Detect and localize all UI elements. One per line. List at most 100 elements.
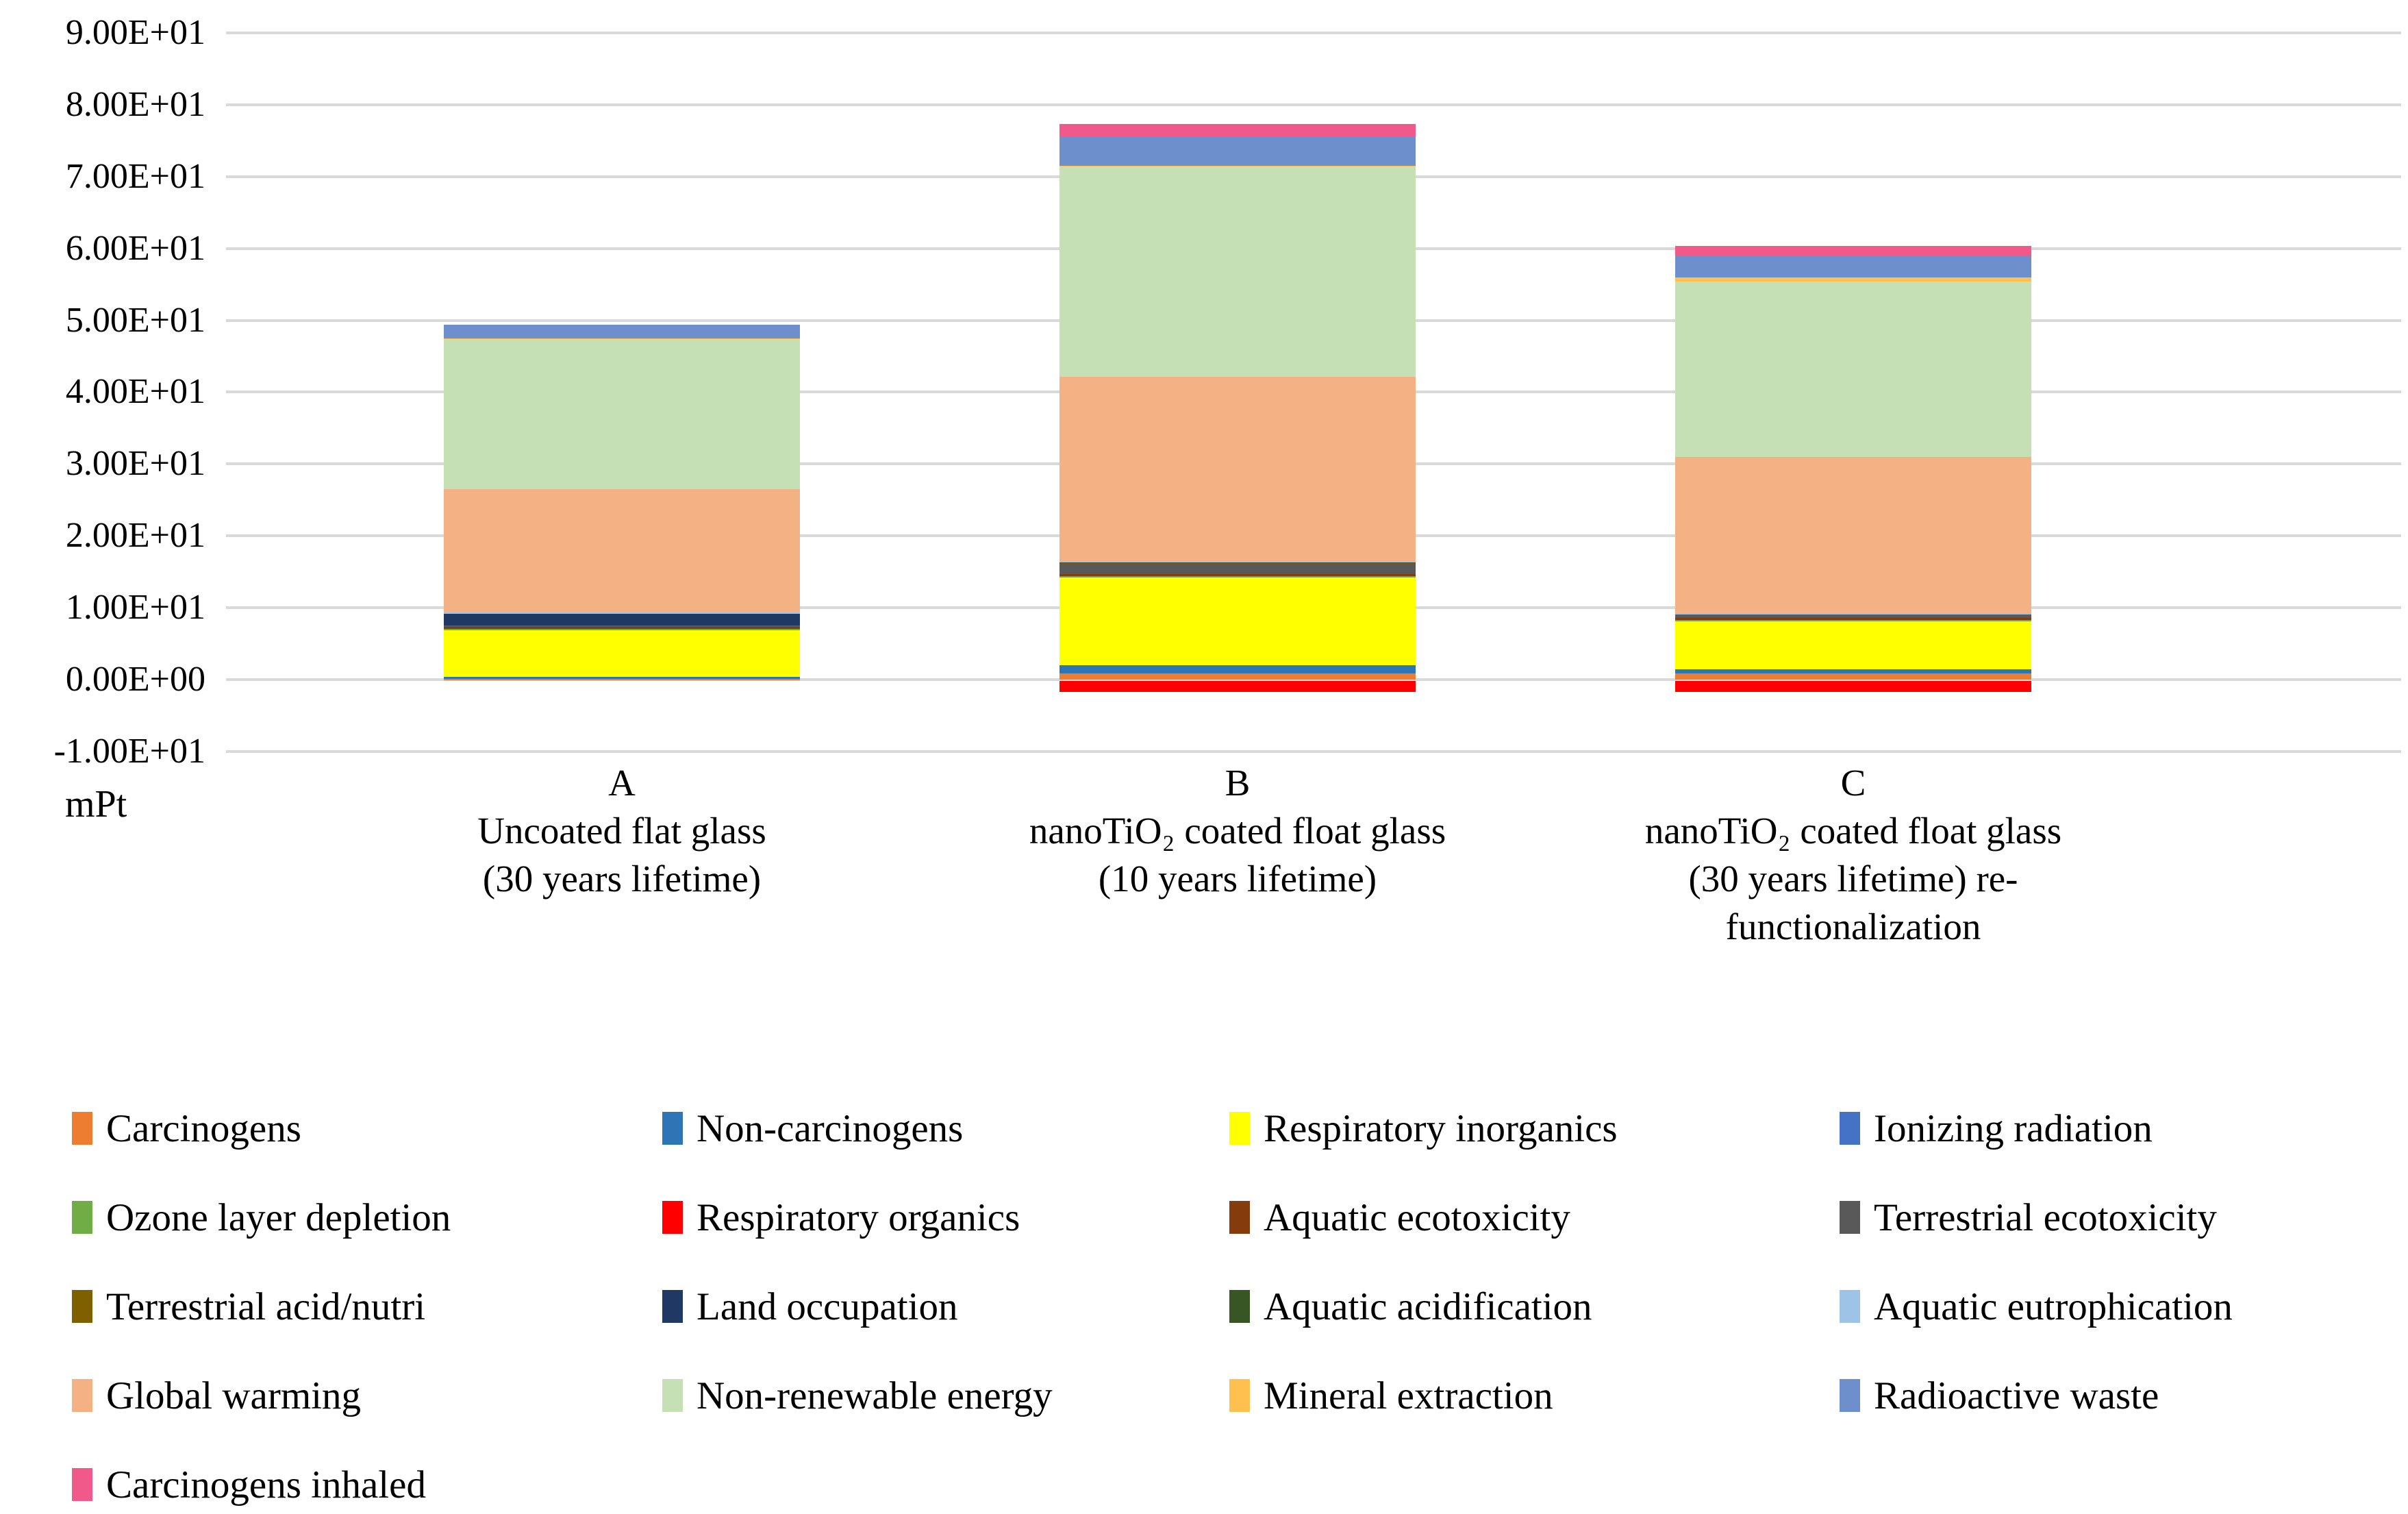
category-label-line: functionalization bbox=[1725, 906, 1981, 947]
category-letter: B bbox=[1225, 762, 1251, 804]
legend-label: Non-carcinogens bbox=[697, 1106, 964, 1150]
y-axis-tick-label: -1.00E+01 bbox=[53, 731, 205, 771]
legend-swatch-icon bbox=[662, 1290, 683, 1323]
legend-swatch-icon bbox=[72, 1468, 92, 1501]
legend-label: Mineral extraction bbox=[1264, 1374, 1553, 1417]
bar-segment bbox=[1059, 681, 1416, 692]
bar-segment bbox=[1675, 620, 2031, 621]
category-label-line: nanoTiO₂ coated float glass bbox=[1644, 810, 2062, 852]
legend-swatch-icon bbox=[662, 1379, 683, 1412]
bar-segment bbox=[1675, 613, 2031, 615]
legend-item: Terrestrial ecotoxicity bbox=[1840, 1195, 2400, 1240]
legend-label: Global warming bbox=[106, 1374, 362, 1417]
bar-segment bbox=[444, 679, 800, 680]
bar-segment bbox=[444, 626, 800, 630]
bar-segment bbox=[1059, 562, 1416, 574]
y-axis-tick-label: 4.00E+01 bbox=[65, 372, 205, 412]
legend-swatch-icon bbox=[1229, 1379, 1250, 1412]
legend-label: Respiratory organics bbox=[697, 1195, 1020, 1239]
legend-swatch-icon bbox=[72, 1290, 92, 1323]
bar-segment bbox=[1059, 123, 1416, 136]
legend-item: Carcinogens inhaled bbox=[72, 1463, 662, 1507]
category-label-line: Uncoated flat glass bbox=[477, 810, 766, 852]
category-label-line: (10 years lifetime) bbox=[1098, 858, 1377, 899]
bar-segment bbox=[1059, 166, 1416, 377]
legend-swatch-icon bbox=[1229, 1290, 1250, 1323]
category-letter: A bbox=[608, 762, 636, 804]
legend-item: Non-renewable energy bbox=[662, 1374, 1229, 1418]
legend-swatch-icon bbox=[1840, 1112, 1860, 1145]
y-axis-tick-label: 6.00E+01 bbox=[65, 228, 205, 268]
legend-label: Non-renewable energy bbox=[697, 1374, 1053, 1417]
bar-segment bbox=[444, 338, 800, 489]
legend-item: Non-carcinogens bbox=[662, 1106, 1229, 1151]
legend-label: Aquatic acidification bbox=[1264, 1285, 1592, 1328]
category-label-line: nanoTiO₂ coated float glass bbox=[1029, 810, 1446, 852]
bar-segment bbox=[1059, 561, 1416, 563]
bar-segment bbox=[1059, 136, 1416, 166]
legend-label: Terrestrial acid/nutri bbox=[106, 1285, 426, 1328]
y-axis-unit-label: mPt bbox=[65, 783, 127, 826]
legend-swatch-icon bbox=[1229, 1201, 1250, 1234]
y-axis-tick-label: 2.00E+01 bbox=[65, 516, 205, 556]
legend-label: Land occupation bbox=[697, 1285, 958, 1328]
gridline bbox=[226, 678, 2401, 681]
legend-item: Mineral extraction bbox=[1229, 1374, 1840, 1418]
y-axis-tick-label: 0.00E+00 bbox=[65, 660, 205, 699]
bar-segment bbox=[1059, 665, 1416, 674]
legend-label: Radioactive waste bbox=[1874, 1374, 2159, 1417]
y-axis-tick-label: 8.00E+01 bbox=[65, 84, 205, 124]
y-axis-tick-label: 7.00E+01 bbox=[65, 156, 205, 196]
bar-segment bbox=[444, 630, 800, 678]
legend-item: Aquatic ecotoxicity bbox=[1229, 1195, 1840, 1240]
bar-segment bbox=[444, 338, 800, 339]
legend-swatch-icon bbox=[1840, 1379, 1860, 1412]
y-axis-tick-label: 9.00E+01 bbox=[65, 12, 205, 52]
legend-label: Ozone layer depletion bbox=[106, 1195, 451, 1239]
legend-item: Aquatic eutrophication bbox=[1840, 1285, 2400, 1329]
bar-segment bbox=[1059, 673, 1416, 680]
legend-swatch-icon bbox=[72, 1379, 92, 1412]
bar-segment bbox=[1675, 457, 2031, 614]
bar-segment bbox=[1675, 673, 2031, 680]
legend-label: Ionizing radiation bbox=[1874, 1106, 2153, 1150]
bar-segment bbox=[1675, 618, 2031, 621]
y-axis-tick-label: 5.00E+01 bbox=[65, 300, 205, 340]
bar-segment bbox=[1059, 165, 1416, 167]
bar-segment bbox=[1675, 246, 2031, 256]
legend-item: Ozone layer depletion bbox=[72, 1195, 662, 1240]
bar-segment bbox=[444, 612, 800, 625]
category-label-line: (30 years lifetime) re- bbox=[1688, 858, 2018, 899]
legend-item: Ionizing radiation bbox=[1840, 1106, 2400, 1151]
y-axis-tick-label: 3.00E+01 bbox=[65, 444, 205, 484]
legend-item: Respiratory organics bbox=[662, 1195, 1229, 1240]
bar-segment bbox=[1059, 573, 1416, 577]
legend-swatch-icon bbox=[662, 1201, 683, 1234]
legend: Carcinogens Non-carcinogens Respiratory in… bbox=[72, 1084, 2400, 1514]
bar-segment bbox=[444, 677, 800, 680]
legend-swatch-icon bbox=[72, 1112, 92, 1145]
bar-segment bbox=[1059, 562, 1416, 564]
legend-item: Global warming bbox=[72, 1374, 662, 1418]
bar-segment bbox=[444, 325, 800, 338]
legend-item: Aquatic acidification bbox=[1229, 1285, 1840, 1329]
gridline bbox=[226, 103, 2401, 106]
legend-label: Terrestrial ecotoxicity bbox=[1874, 1195, 2217, 1239]
legend-label: Aquatic ecotoxicity bbox=[1264, 1195, 1570, 1239]
legend-label: Carcinogens inhaled bbox=[106, 1463, 426, 1506]
legend-swatch-icon bbox=[1840, 1201, 1860, 1234]
category-letter: C bbox=[1840, 762, 1866, 804]
y-axis-tick-label: 1.00E+01 bbox=[65, 588, 205, 628]
legend-swatch-icon bbox=[1229, 1112, 1250, 1145]
legend-swatch-icon bbox=[662, 1112, 683, 1145]
legend-swatch-icon bbox=[72, 1201, 92, 1234]
legend-item: Carcinogens bbox=[72, 1106, 662, 1151]
gridline bbox=[226, 749, 2401, 753]
bar-segment bbox=[1675, 255, 2031, 278]
bar-segment bbox=[1059, 576, 1416, 578]
legend-item: Land occupation bbox=[662, 1285, 1229, 1329]
bar-segment bbox=[444, 488, 800, 613]
